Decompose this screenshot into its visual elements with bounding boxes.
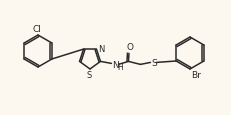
Text: S: S	[152, 58, 157, 67]
Text: S: S	[87, 71, 92, 80]
Text: Cl: Cl	[33, 25, 41, 34]
Text: O: O	[127, 43, 134, 52]
Text: H: H	[117, 62, 123, 71]
Text: N: N	[112, 60, 119, 69]
Text: Br: Br	[191, 70, 201, 79]
Text: N: N	[98, 45, 104, 54]
